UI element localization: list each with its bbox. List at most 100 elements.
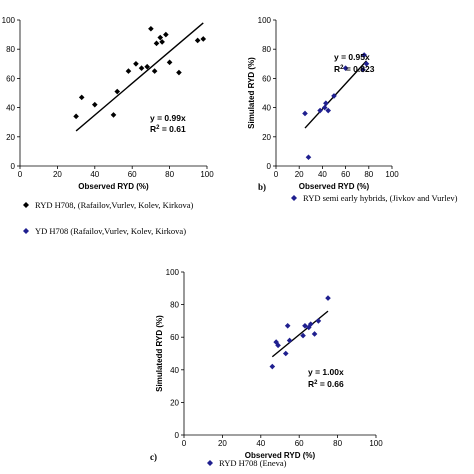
y-tick-label: 100 [2, 16, 16, 25]
legend-marker [23, 228, 29, 234]
trendline [271, 310, 329, 358]
data-point [148, 25, 154, 32]
data-point [317, 107, 323, 114]
y-axis-label: Simulated RYD (%) [247, 57, 256, 129]
data-point [159, 39, 165, 45]
y-tick-label: 0 [267, 162, 272, 171]
trendline [304, 60, 367, 129]
r-squared-label: R2 = 0.823 [334, 64, 375, 74]
data-point [325, 295, 331, 301]
r-squared-value: = 0.61 [159, 124, 186, 134]
legend-marker [291, 195, 297, 201]
r-squared-label: R2 = 0.61 [150, 124, 186, 134]
x-tick-label: 20 [295, 170, 304, 179]
data-point [269, 363, 276, 370]
data-point [325, 107, 331, 114]
data-point [361, 52, 367, 58]
x-tick-label: 80 [364, 170, 373, 179]
y-tick-label: 80 [262, 45, 271, 54]
data-point [73, 113, 79, 120]
data-point [302, 322, 308, 329]
data-point [360, 66, 366, 73]
r-squared-superscript: 2 [156, 125, 160, 131]
y-tick-label: 40 [170, 366, 179, 375]
data-point [166, 59, 173, 66]
x-tick-label: 100 [385, 170, 399, 179]
data-point [273, 339, 279, 345]
y-tick-label: 80 [170, 301, 179, 310]
chart-panel-1: 0 20 40 60 80 100 0 20 40 60 80 100 Observed RYD (%)… [2, 16, 215, 236]
x-tick-label: 60 [341, 170, 350, 179]
panel-label: c) [150, 452, 157, 462]
data-point [305, 154, 312, 161]
data-point [306, 324, 312, 331]
x-tick-label: 0 [274, 170, 279, 179]
data-point [163, 31, 169, 38]
y-tick-label: 80 [6, 45, 15, 54]
data-point [300, 332, 306, 339]
x-tick-label: 60 [295, 439, 304, 448]
r-squared-value: = 0.823 [343, 64, 374, 74]
y-tick-label: 40 [6, 104, 15, 113]
r-squared-superscript: 2 [314, 380, 318, 386]
data-point [194, 37, 201, 44]
r-squared-value: = 0.66 [317, 379, 344, 389]
trendline [75, 22, 204, 132]
data-point [311, 331, 318, 337]
data-point [286, 337, 293, 344]
x-axis-label: Observed RYD (%) [78, 182, 149, 191]
legend-label: RYD semi early hybrids, (Jivkov and Vurl… [303, 193, 458, 203]
r-squared-label: R2 = 0.66 [308, 379, 344, 389]
y-tick-label: 60 [262, 74, 271, 83]
x-tick-label: 40 [318, 170, 327, 179]
data-point [157, 34, 164, 41]
data-point [342, 65, 349, 71]
data-point [275, 342, 281, 349]
data-point [138, 65, 145, 71]
x-tick-label: 80 [333, 439, 342, 448]
data-point [331, 93, 337, 99]
r-squared-symbol: R [334, 64, 340, 74]
data-point [153, 40, 160, 47]
y-tick-label: 20 [262, 133, 271, 142]
legend-label: RYD H708, (Rafailov,Vurlev, Kolev, Kirko… [35, 200, 194, 210]
x-tick-label: 0 [182, 439, 187, 448]
x-tick-label: 80 [165, 170, 174, 179]
y-tick-label: 60 [170, 333, 179, 342]
data-point [114, 88, 121, 95]
data-point [200, 36, 207, 42]
x-tick-label: 20 [218, 439, 227, 448]
r-squared-superscript: 2 [340, 65, 344, 71]
data-point [78, 94, 85, 101]
data-point [307, 321, 314, 327]
y-tick-label: 100 [258, 16, 272, 25]
chart-panel-2: 0 20 40 60 80 100 0 20 40 60 80 100 Observed RYD (%)… [247, 16, 458, 203]
data-point [133, 61, 139, 67]
x-tick-label: 100 [369, 439, 383, 448]
r-squared-symbol: R [308, 379, 314, 389]
x-tick-label: 40 [256, 439, 265, 448]
y-tick-label: 20 [6, 133, 15, 142]
data-point [302, 110, 308, 117]
regression-equation: y = 0.99x [150, 113, 186, 123]
y-tick-label: 40 [262, 104, 271, 113]
data-point [92, 101, 98, 108]
x-tick-label: 0 [18, 170, 23, 179]
data-point [315, 318, 322, 324]
legend-label: RYD H708 (Eneva) [219, 458, 287, 468]
r-squared-symbol: R [150, 124, 156, 134]
x-tick-label: 100 [200, 170, 214, 179]
y-tick-label: 0 [175, 431, 180, 440]
y-tick-label: 20 [170, 398, 179, 407]
panel-label: b) [258, 182, 266, 192]
data-point [144, 63, 150, 70]
data-point [282, 350, 289, 357]
data-point [110, 112, 117, 118]
data-point [323, 100, 329, 107]
x-tick-label: 20 [53, 170, 62, 179]
legend-marker [207, 460, 213, 466]
regression-equation: y = 0.95x [334, 52, 370, 62]
x-axis-label: Observed RYD (%) [299, 182, 370, 191]
data-point [125, 68, 132, 74]
data-point [284, 322, 291, 329]
